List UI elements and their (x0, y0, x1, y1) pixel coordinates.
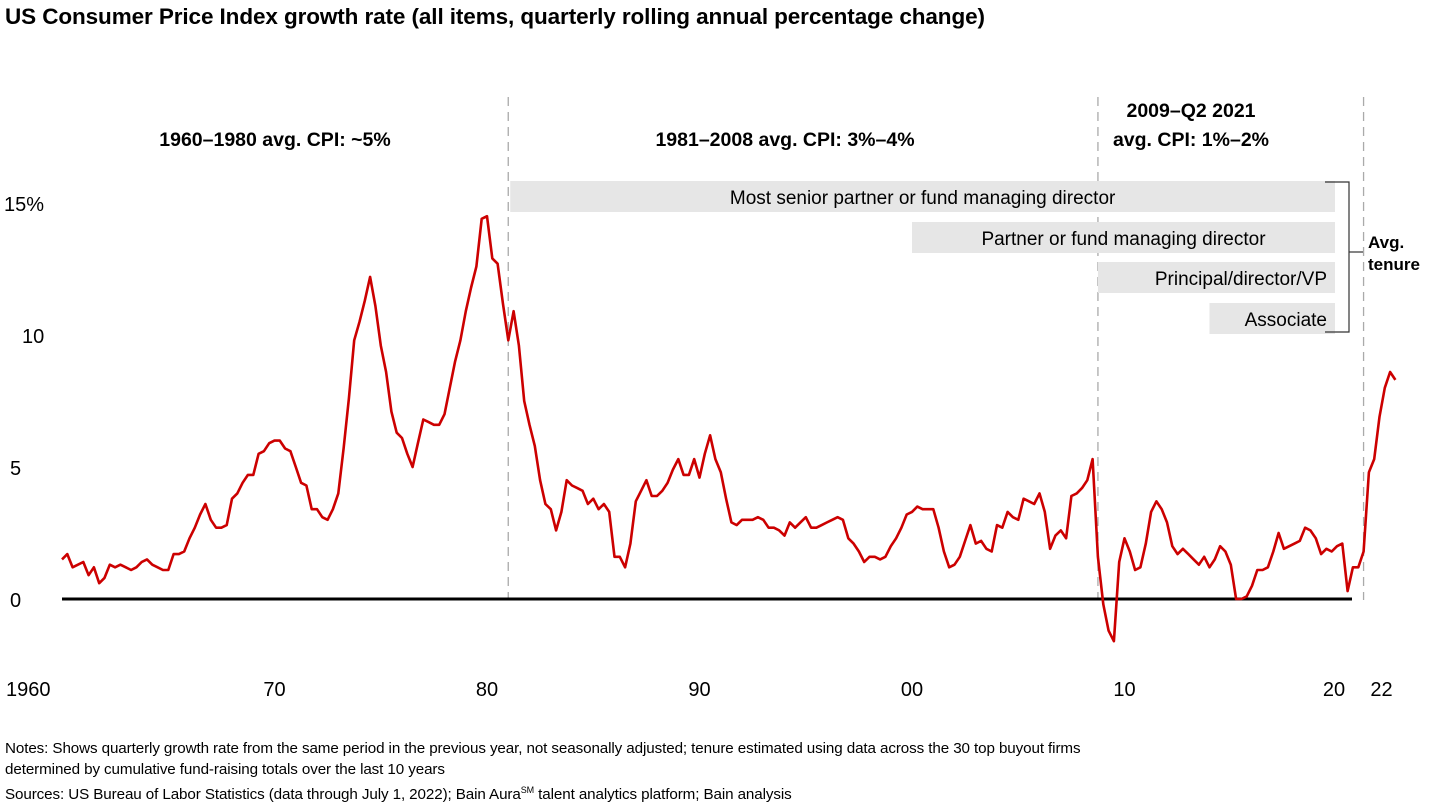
period-label-1960-1980: 1960–1980 avg. CPI: ~5% (85, 126, 465, 155)
period-label-line: 1960–1980 avg. CPI: ~5% (159, 129, 391, 151)
tenure-bars: Most senior partner or fund managing dir… (510, 181, 1335, 334)
tenure-bar (1209, 303, 1335, 334)
period-dividers (507, 97, 1365, 600)
y-tick-label: 0 (10, 590, 21, 612)
x-tick-label: 00 (901, 679, 923, 701)
sources-prefix: Sources: US Bureau of Labor Statistics (… (5, 786, 521, 804)
y-tick-label: 10 (22, 326, 44, 348)
bracket-shape (1325, 181, 1350, 333)
avg-tenure-label: Avg. (1368, 233, 1404, 252)
sources-superscript: SM (520, 785, 535, 795)
y-axis-ticks: 0 5 10 15% (4, 194, 44, 612)
period-label-2009-2021: 2009–Q2 2021 avg. CPI: 1%–2% (1065, 97, 1317, 155)
chart-title: US Consumer Price Index growth rate (all… (5, 4, 985, 29)
tenure-bar-label: Most senior partner or fund managing dir… (730, 188, 1116, 209)
x-tick-label: 22 (1370, 679, 1392, 701)
x-tick-label: 90 (688, 679, 710, 701)
tenure-bar-label: Principal/director/VP (1155, 269, 1327, 290)
notes-line-1: Notes: Shows quarterly growth rate from … (5, 740, 1081, 757)
cpi-line-chart: Most senior partner or fund managing dir… (4, 97, 1420, 701)
period-label-line: avg. CPI: 1%–2% (1112, 129, 1270, 151)
y-tick-label: 5 (10, 458, 21, 480)
cpi-data-points (61, 216, 1396, 642)
sources-line: Sources: US Bureau of Labor Statistics (… (5, 780, 1080, 806)
tenure-bar (1097, 262, 1335, 293)
x-tick-label: 80 (476, 679, 498, 701)
cpi-series-line (61, 214, 1397, 643)
x-tick-label: 70 (263, 679, 285, 701)
avg-tenure-bracket: Avg. tenure (1325, 181, 1420, 333)
tenure-bar-label: Associate (1245, 310, 1327, 331)
period-label-1981-2008: 1981–2008 avg. CPI: 3%–4% (560, 126, 1010, 155)
y-tick-label: 15% (4, 194, 44, 216)
tenure-bar (510, 181, 1335, 212)
notes-line-2: determined by cumulative fund-raising to… (5, 760, 445, 778)
period-label-line: 1981–2008 avg. CPI: 3%–4% (655, 129, 915, 151)
tenure-bar-label: Partner or fund managing director (981, 229, 1266, 250)
x-tick-label: 20 (1323, 679, 1345, 701)
avg-tenure-label: tenure (1368, 255, 1420, 274)
x-axis-ticks: 1960 70 80 90 00 10 20 22 (6, 679, 1393, 701)
x-tick-label: 1960 (6, 679, 51, 701)
period-label-line: 2009–Q2 2021 (1126, 100, 1256, 122)
footnotes: Notes: Shows quarterly growth rate from … (5, 739, 1081, 806)
tenure-bar (912, 222, 1335, 253)
sources-suffix: talent analytics platform; Bain analysis (534, 786, 792, 804)
x-tick-label: 10 (1113, 679, 1135, 701)
